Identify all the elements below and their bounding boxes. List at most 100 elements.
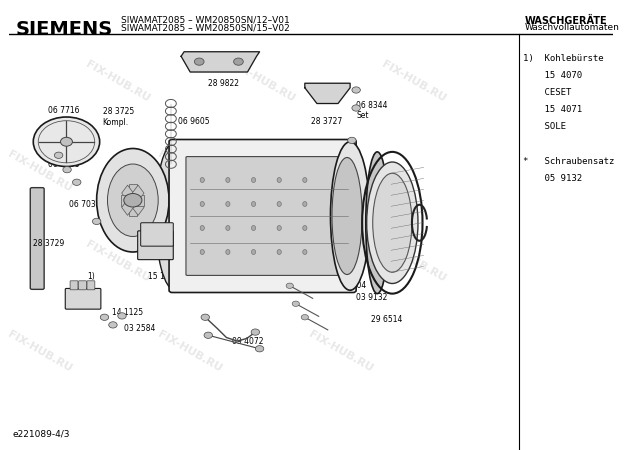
Text: FIX-HUB.RU: FIX-HUB.RU xyxy=(84,58,151,104)
Text: 15 1531: 15 1531 xyxy=(148,272,179,281)
Ellipse shape xyxy=(155,142,195,290)
FancyBboxPatch shape xyxy=(186,157,339,275)
Ellipse shape xyxy=(277,202,281,207)
Text: 14 1125: 14 1125 xyxy=(112,308,143,317)
Ellipse shape xyxy=(251,202,256,207)
Circle shape xyxy=(124,194,142,207)
Text: 03 9132: 03 9132 xyxy=(356,292,387,302)
Circle shape xyxy=(348,137,356,144)
Text: FIX-HUB.RU: FIX-HUB.RU xyxy=(229,238,296,284)
Ellipse shape xyxy=(277,225,281,230)
FancyBboxPatch shape xyxy=(66,288,101,309)
Text: FIX-HUB.RU: FIX-HUB.RU xyxy=(307,328,375,374)
Ellipse shape xyxy=(226,225,230,230)
Ellipse shape xyxy=(251,225,256,230)
Ellipse shape xyxy=(277,249,281,255)
Text: SIWAMAT2085 – WM20850SN/12–V01: SIWAMAT2085 – WM20850SN/12–V01 xyxy=(121,16,289,25)
Circle shape xyxy=(118,313,126,319)
FancyBboxPatch shape xyxy=(169,140,356,292)
Text: 06 9605: 06 9605 xyxy=(178,117,210,126)
Text: 28 9641: 28 9641 xyxy=(365,248,396,256)
Polygon shape xyxy=(121,194,144,206)
Circle shape xyxy=(100,314,109,320)
Circle shape xyxy=(55,152,63,158)
Text: FIX-HUB.RU: FIX-HUB.RU xyxy=(156,328,224,374)
Ellipse shape xyxy=(226,177,230,183)
Ellipse shape xyxy=(200,202,204,207)
Text: 28 9822: 28 9822 xyxy=(208,79,239,88)
Text: Waschvollautomaten: Waschvollautomaten xyxy=(525,23,620,32)
Ellipse shape xyxy=(226,202,230,207)
Polygon shape xyxy=(128,184,137,216)
Circle shape xyxy=(352,87,361,93)
Text: WASCHGERÄTE: WASCHGERÄTE xyxy=(525,16,608,26)
Text: FIX-HUB.RU: FIX-HUB.RU xyxy=(6,328,73,374)
Text: 09 4072: 09 4072 xyxy=(232,338,264,346)
Text: 09 3390: 09 3390 xyxy=(55,122,86,130)
Text: 28 3725
Kompl.: 28 3725 Kompl. xyxy=(102,107,134,127)
Text: 06 7297: 06 7297 xyxy=(202,144,234,153)
Ellipse shape xyxy=(107,164,158,236)
Text: 03 6071: 03 6071 xyxy=(127,205,158,214)
Ellipse shape xyxy=(226,249,230,255)
Circle shape xyxy=(352,105,361,111)
Ellipse shape xyxy=(303,177,307,183)
FancyBboxPatch shape xyxy=(137,231,173,260)
Circle shape xyxy=(109,322,117,328)
Ellipse shape xyxy=(373,173,412,272)
Circle shape xyxy=(63,166,71,173)
Text: 03 2584: 03 2584 xyxy=(124,324,155,333)
Polygon shape xyxy=(121,185,144,216)
Ellipse shape xyxy=(331,142,370,290)
Circle shape xyxy=(73,179,81,185)
Text: *   Schraubensatz: * Schraubensatz xyxy=(523,157,614,166)
Text: 29 6514: 29 6514 xyxy=(371,315,403,324)
Polygon shape xyxy=(305,83,350,104)
Text: 05 9132: 05 9132 xyxy=(523,174,583,183)
Circle shape xyxy=(195,58,204,65)
Text: 20 7897: 20 7897 xyxy=(223,171,255,180)
Ellipse shape xyxy=(303,202,307,207)
Circle shape xyxy=(251,329,259,335)
Text: 09 3937: 09 3937 xyxy=(142,238,174,248)
Text: SOLE: SOLE xyxy=(523,122,566,131)
Text: 06 8344
Set: 06 8344 Set xyxy=(356,100,387,120)
Ellipse shape xyxy=(367,162,418,284)
Text: 09 3938
1900 w.: 09 3938 1900 w. xyxy=(190,274,222,293)
Text: 15 4070: 15 4070 xyxy=(523,71,583,80)
Text: e221089-4/3: e221089-4/3 xyxy=(12,430,70,439)
Text: FIX-HUB.RU: FIX-HUB.RU xyxy=(6,148,73,194)
Text: SIEMENS: SIEMENS xyxy=(15,20,113,39)
Polygon shape xyxy=(181,52,259,72)
Text: 06 9632: 06 9632 xyxy=(353,180,385,189)
Ellipse shape xyxy=(277,177,281,183)
Text: FIX-HUB.RU: FIX-HUB.RU xyxy=(380,238,447,284)
FancyBboxPatch shape xyxy=(70,281,78,290)
Text: 1)  Kohlebürste: 1) Kohlebürste xyxy=(523,54,604,63)
Circle shape xyxy=(292,301,300,306)
Text: 21 0204: 21 0204 xyxy=(335,281,366,290)
Text: 06 7716: 06 7716 xyxy=(48,106,80,115)
Text: 06 7035: 06 7035 xyxy=(69,200,101,209)
Text: 28 3727: 28 3727 xyxy=(311,117,342,126)
Ellipse shape xyxy=(251,249,256,255)
Text: 21 0190: 21 0190 xyxy=(311,191,342,200)
Circle shape xyxy=(201,314,209,320)
Text: 15 4071: 15 4071 xyxy=(523,105,583,114)
Ellipse shape xyxy=(251,177,256,183)
Text: 28 9823: 28 9823 xyxy=(259,191,291,200)
Circle shape xyxy=(204,332,212,338)
Text: 06 8338: 06 8338 xyxy=(48,160,80,169)
Ellipse shape xyxy=(366,152,389,294)
Text: 28 3710 *: 28 3710 * xyxy=(259,205,297,214)
Text: FIX-HUB.RU: FIX-HUB.RU xyxy=(84,238,151,284)
FancyBboxPatch shape xyxy=(87,281,95,290)
Ellipse shape xyxy=(200,225,204,230)
Text: SIWAMAT2085 – WM20850SN/15–V02: SIWAMAT2085 – WM20850SN/15–V02 xyxy=(121,23,289,32)
Text: FIX-HUB.RU: FIX-HUB.RU xyxy=(380,58,447,104)
Text: FIX-HUB.RU: FIX-HUB.RU xyxy=(229,58,296,104)
Ellipse shape xyxy=(200,249,204,255)
Circle shape xyxy=(255,346,264,352)
Circle shape xyxy=(33,117,100,166)
Circle shape xyxy=(286,283,293,288)
